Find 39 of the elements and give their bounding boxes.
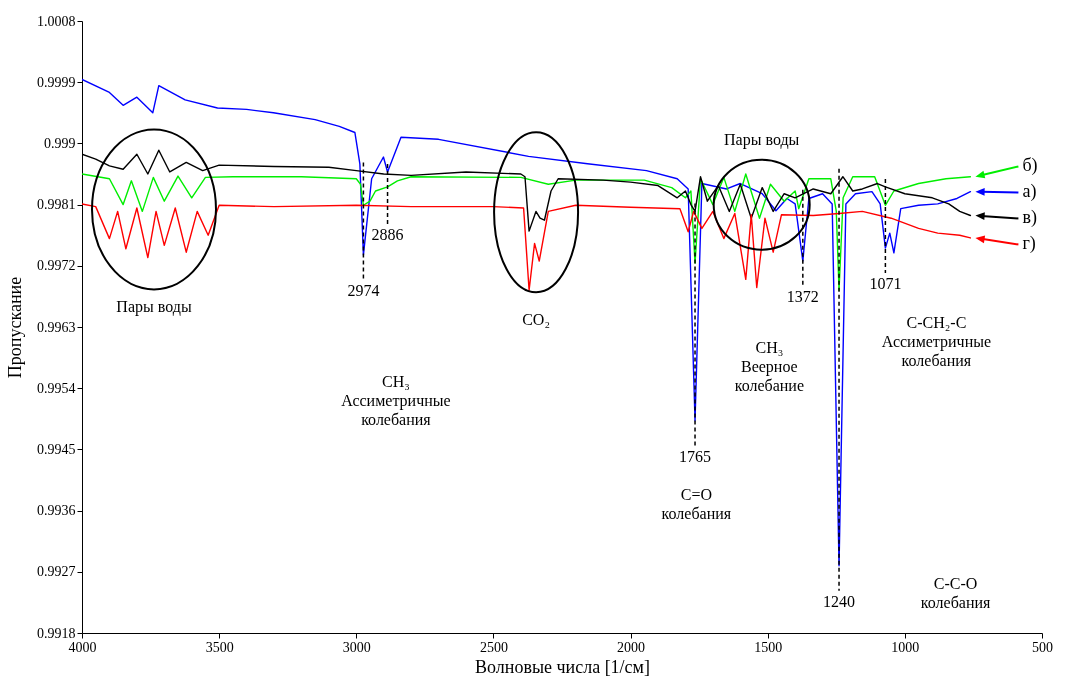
annotation: CO₂ bbox=[522, 311, 550, 329]
x-tick-label: 2000 bbox=[617, 639, 646, 655]
annotation: C-C-O колебания bbox=[920, 574, 992, 611]
annotation: C-CH₂-C Ассиметричные колебания bbox=[881, 313, 992, 369]
y-tick-label: 0.9963 bbox=[37, 319, 76, 335]
y-tick-label: 0.999 bbox=[44, 135, 76, 151]
x-tick-label: 2500 bbox=[479, 639, 508, 655]
y-tick-label: 0.9936 bbox=[37, 503, 76, 519]
y-tick-label: 0.9954 bbox=[37, 380, 76, 396]
y-axis-title: Пропускание bbox=[5, 276, 25, 379]
x-tick-label: 1500 bbox=[754, 639, 783, 655]
legend-label: в) bbox=[1022, 206, 1037, 228]
y-tick-label: 0.9945 bbox=[37, 441, 76, 457]
x-tick-label: 4000 bbox=[68, 639, 97, 655]
y-tick-label: 0.9918 bbox=[37, 625, 76, 641]
annotation: 1765 bbox=[679, 447, 712, 465]
annotation: C=O колебания bbox=[661, 485, 732, 522]
x-tick-label: 1000 bbox=[891, 639, 920, 655]
x-tick-label: 500 bbox=[1032, 639, 1053, 655]
y-tick-label: 0.9999 bbox=[37, 74, 76, 90]
legend-label: г) bbox=[1022, 232, 1036, 254]
annotation: CH₃ Веерное колебание bbox=[734, 338, 805, 394]
y-tick-label: 1.0008 bbox=[37, 13, 76, 29]
annotation: 1071 bbox=[869, 275, 902, 293]
legend-label: б) bbox=[1022, 154, 1038, 176]
annotation: 2886 bbox=[371, 225, 404, 243]
annotation: Пары воды bbox=[116, 298, 192, 317]
y-tick-label: 0.9927 bbox=[37, 564, 76, 580]
x-tick-label: 3500 bbox=[205, 639, 234, 655]
y-tick-label: 0.9981 bbox=[37, 197, 76, 213]
annotation: CH₃ Ассиметричные колебания bbox=[341, 373, 451, 429]
annotation: 2974 bbox=[347, 281, 380, 299]
y-tick-label: 0.9972 bbox=[37, 258, 76, 274]
annotation: Пары воды bbox=[724, 130, 800, 149]
annotation: 1372 bbox=[786, 288, 819, 306]
legend-label: а) bbox=[1022, 180, 1037, 202]
annotation: 1240 bbox=[823, 592, 856, 610]
x-axis-title: Волновые числа [1/см] bbox=[475, 656, 650, 677]
x-tick-label: 3000 bbox=[342, 639, 371, 655]
